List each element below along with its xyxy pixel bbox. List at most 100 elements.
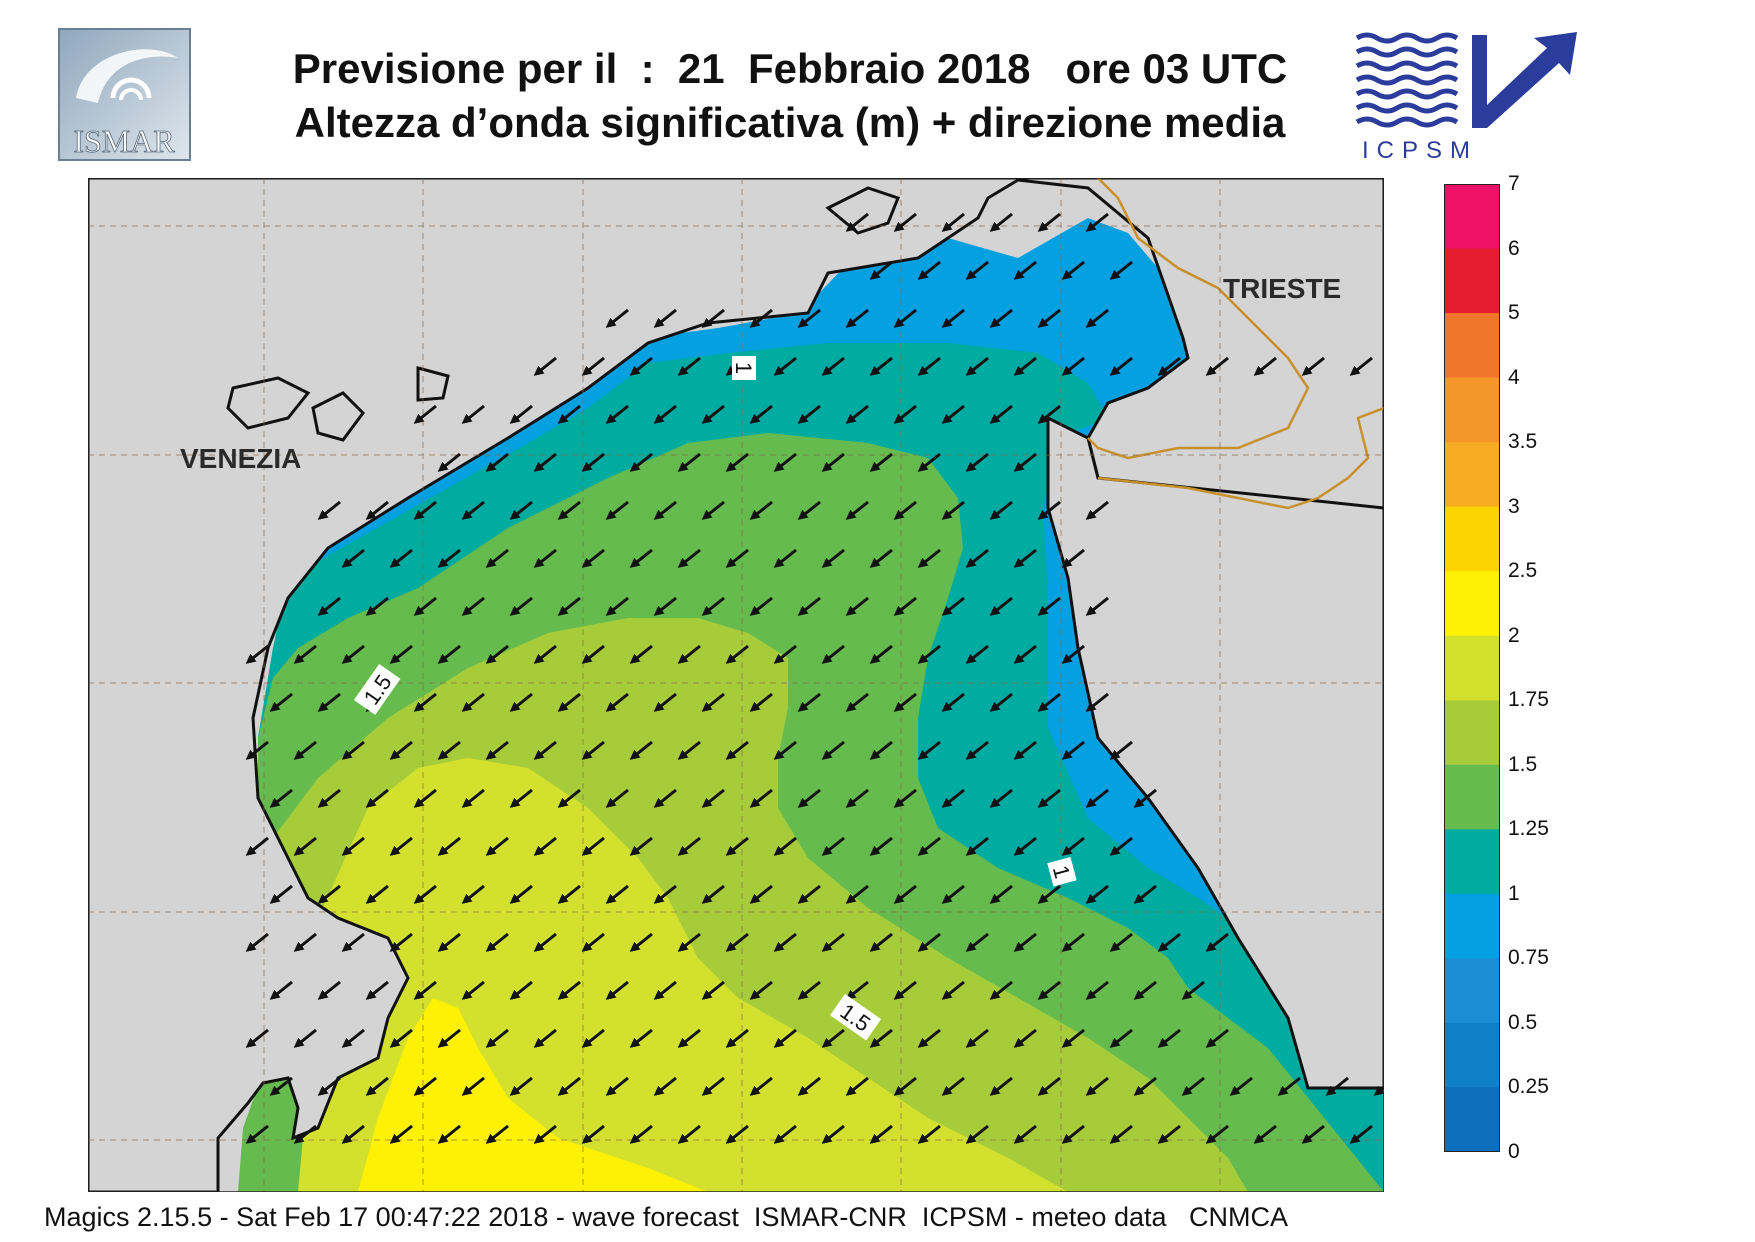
wave-direction-arrow (965, 1028, 989, 1048)
wave-direction-arrow (269, 980, 293, 1000)
colorbar-swatch (1444, 248, 1500, 314)
wave-direction-arrow (965, 452, 989, 472)
icpsm-logo-icon: ICPSM (1355, 32, 1577, 164)
wave-direction-arrow (653, 692, 677, 712)
wave-direction-arrow (629, 644, 653, 664)
wave-direction-arrow (749, 500, 773, 520)
wave-direction-arrow (389, 836, 413, 856)
wave-direction-arrow (869, 932, 893, 952)
wave-direction-arrow (461, 884, 485, 904)
wave-direction-arrow (1013, 932, 1037, 952)
wave-direction-arrow (653, 788, 677, 808)
wave-direction-arrow (341, 644, 365, 664)
wave-direction-arrow (317, 1076, 341, 1096)
wave-direction-arrow (677, 548, 701, 568)
wave-direction-arrow (917, 1028, 941, 1048)
wave-direction-arrow (365, 980, 389, 1000)
wave-direction-arrow (677, 644, 701, 664)
wave-direction-arrow (941, 404, 965, 424)
wave-direction-arrow (1061, 356, 1085, 376)
place-label-venezia: VENEZIA (180, 443, 301, 474)
wave-direction-arrow (845, 596, 869, 616)
colorbar-tick-label: 6 (1508, 236, 1520, 260)
wave-direction-arrow (917, 1124, 941, 1144)
wave-direction-arrow (941, 1076, 965, 1096)
wave-direction-arrow (581, 1124, 605, 1144)
colorbar-tick-label: 2 (1508, 623, 1520, 647)
wave-direction-arrow (629, 836, 653, 856)
ismar-logo-text: ISMAR (73, 123, 175, 159)
wave-direction-arrow (629, 548, 653, 568)
wave-direction-arrow (1085, 308, 1109, 328)
wave-direction-arrow (917, 932, 941, 952)
wave-direction-arrow (749, 980, 773, 1000)
wave-direction-arrow (965, 836, 989, 856)
colorbar-swatch (1444, 764, 1500, 830)
wave-direction-arrow (869, 548, 893, 568)
wave-direction-arrow (941, 596, 965, 616)
wave-direction-arrow (941, 692, 965, 712)
wave-direction-arrow (1061, 260, 1085, 280)
wave-direction-arrow (485, 740, 509, 760)
wave-direction-arrow (437, 452, 461, 472)
wave-direction-arrow (605, 884, 629, 904)
wave-direction-arrow (365, 1076, 389, 1096)
wave-direction-arrow (1061, 644, 1085, 664)
wave-direction-arrow (461, 500, 485, 520)
wave-direction-arrow (677, 1028, 701, 1048)
wave-direction-arrow (725, 452, 749, 472)
title-line-2: Altezza d’onda significativa (m) + direz… (294, 99, 1286, 146)
wave-direction-arrow (245, 644, 269, 664)
wave-direction-arrow (509, 980, 533, 1000)
wave-direction-arrow (701, 1076, 725, 1096)
wave-direction-arrow (317, 980, 341, 1000)
colorbar-tick-label: 0.5 (1508, 1010, 1538, 1034)
wave-direction-arrow (1013, 740, 1037, 760)
wave-direction-arrow (245, 1028, 269, 1048)
wave-direction-arrow (725, 644, 749, 664)
wave-direction-arrow (1133, 884, 1157, 904)
wave-direction-arrow (989, 500, 1013, 520)
wave-direction-arrow (869, 1028, 893, 1048)
wave-direction-arrow (1085, 1076, 1109, 1096)
wave-direction-arrow (821, 644, 845, 664)
wave-direction-arrow (773, 1124, 797, 1144)
wave-direction-arrow (437, 1124, 461, 1144)
wave-height-map: 1 1.5 1 1.5 VENEZIA TRIESTE (88, 178, 1384, 1192)
wave-direction-arrow (821, 1028, 845, 1048)
wave-direction-arrow (893, 788, 917, 808)
wave-direction-arrow (893, 404, 917, 424)
wave-direction-arrow (1205, 1124, 1229, 1144)
wave-direction-arrow (845, 1076, 869, 1096)
ismar-logo-icon: ISMAR (58, 28, 191, 161)
wave-direction-arrow (1037, 404, 1061, 424)
wave-direction-arrow (749, 308, 773, 328)
wave-direction-arrow (461, 596, 485, 616)
wave-direction-arrow (581, 644, 605, 664)
wave-direction-arrow (1157, 1028, 1181, 1048)
wave-direction-arrow (1349, 1124, 1373, 1144)
wave-direction-arrow (341, 740, 365, 760)
wave-direction-arrow (581, 1028, 605, 1048)
wave-direction-arrow (1157, 1124, 1181, 1144)
wave-direction-arrow (917, 260, 941, 280)
wave-direction-arrow (413, 596, 437, 616)
wave-direction-arrow (653, 980, 677, 1000)
wave-direction-arrow (533, 836, 557, 856)
wave-direction-arrow (725, 740, 749, 760)
icpsm-logo-text: ICPSM (1362, 137, 1478, 164)
wave-direction-arrow (365, 500, 389, 520)
wave-direction-arrow (581, 356, 605, 376)
wave-direction-arrow (437, 740, 461, 760)
wave-direction-arrow (989, 1076, 1013, 1096)
wave-direction-arrow (989, 980, 1013, 1000)
wave-direction-arrow (725, 1124, 749, 1144)
wave-direction-arrow (1109, 1124, 1133, 1144)
wave-direction-arrow (821, 932, 845, 952)
wave-direction-arrow (509, 500, 533, 520)
wave-direction-arrow (749, 788, 773, 808)
colorbar-tick-label: 3 (1508, 494, 1520, 518)
wave-direction-arrow (437, 644, 461, 664)
wave-direction-arrow (509, 692, 533, 712)
footer-credits: Magics 2.15.5 - Sat Feb 17 00:47:22 2018… (44, 1202, 1289, 1232)
